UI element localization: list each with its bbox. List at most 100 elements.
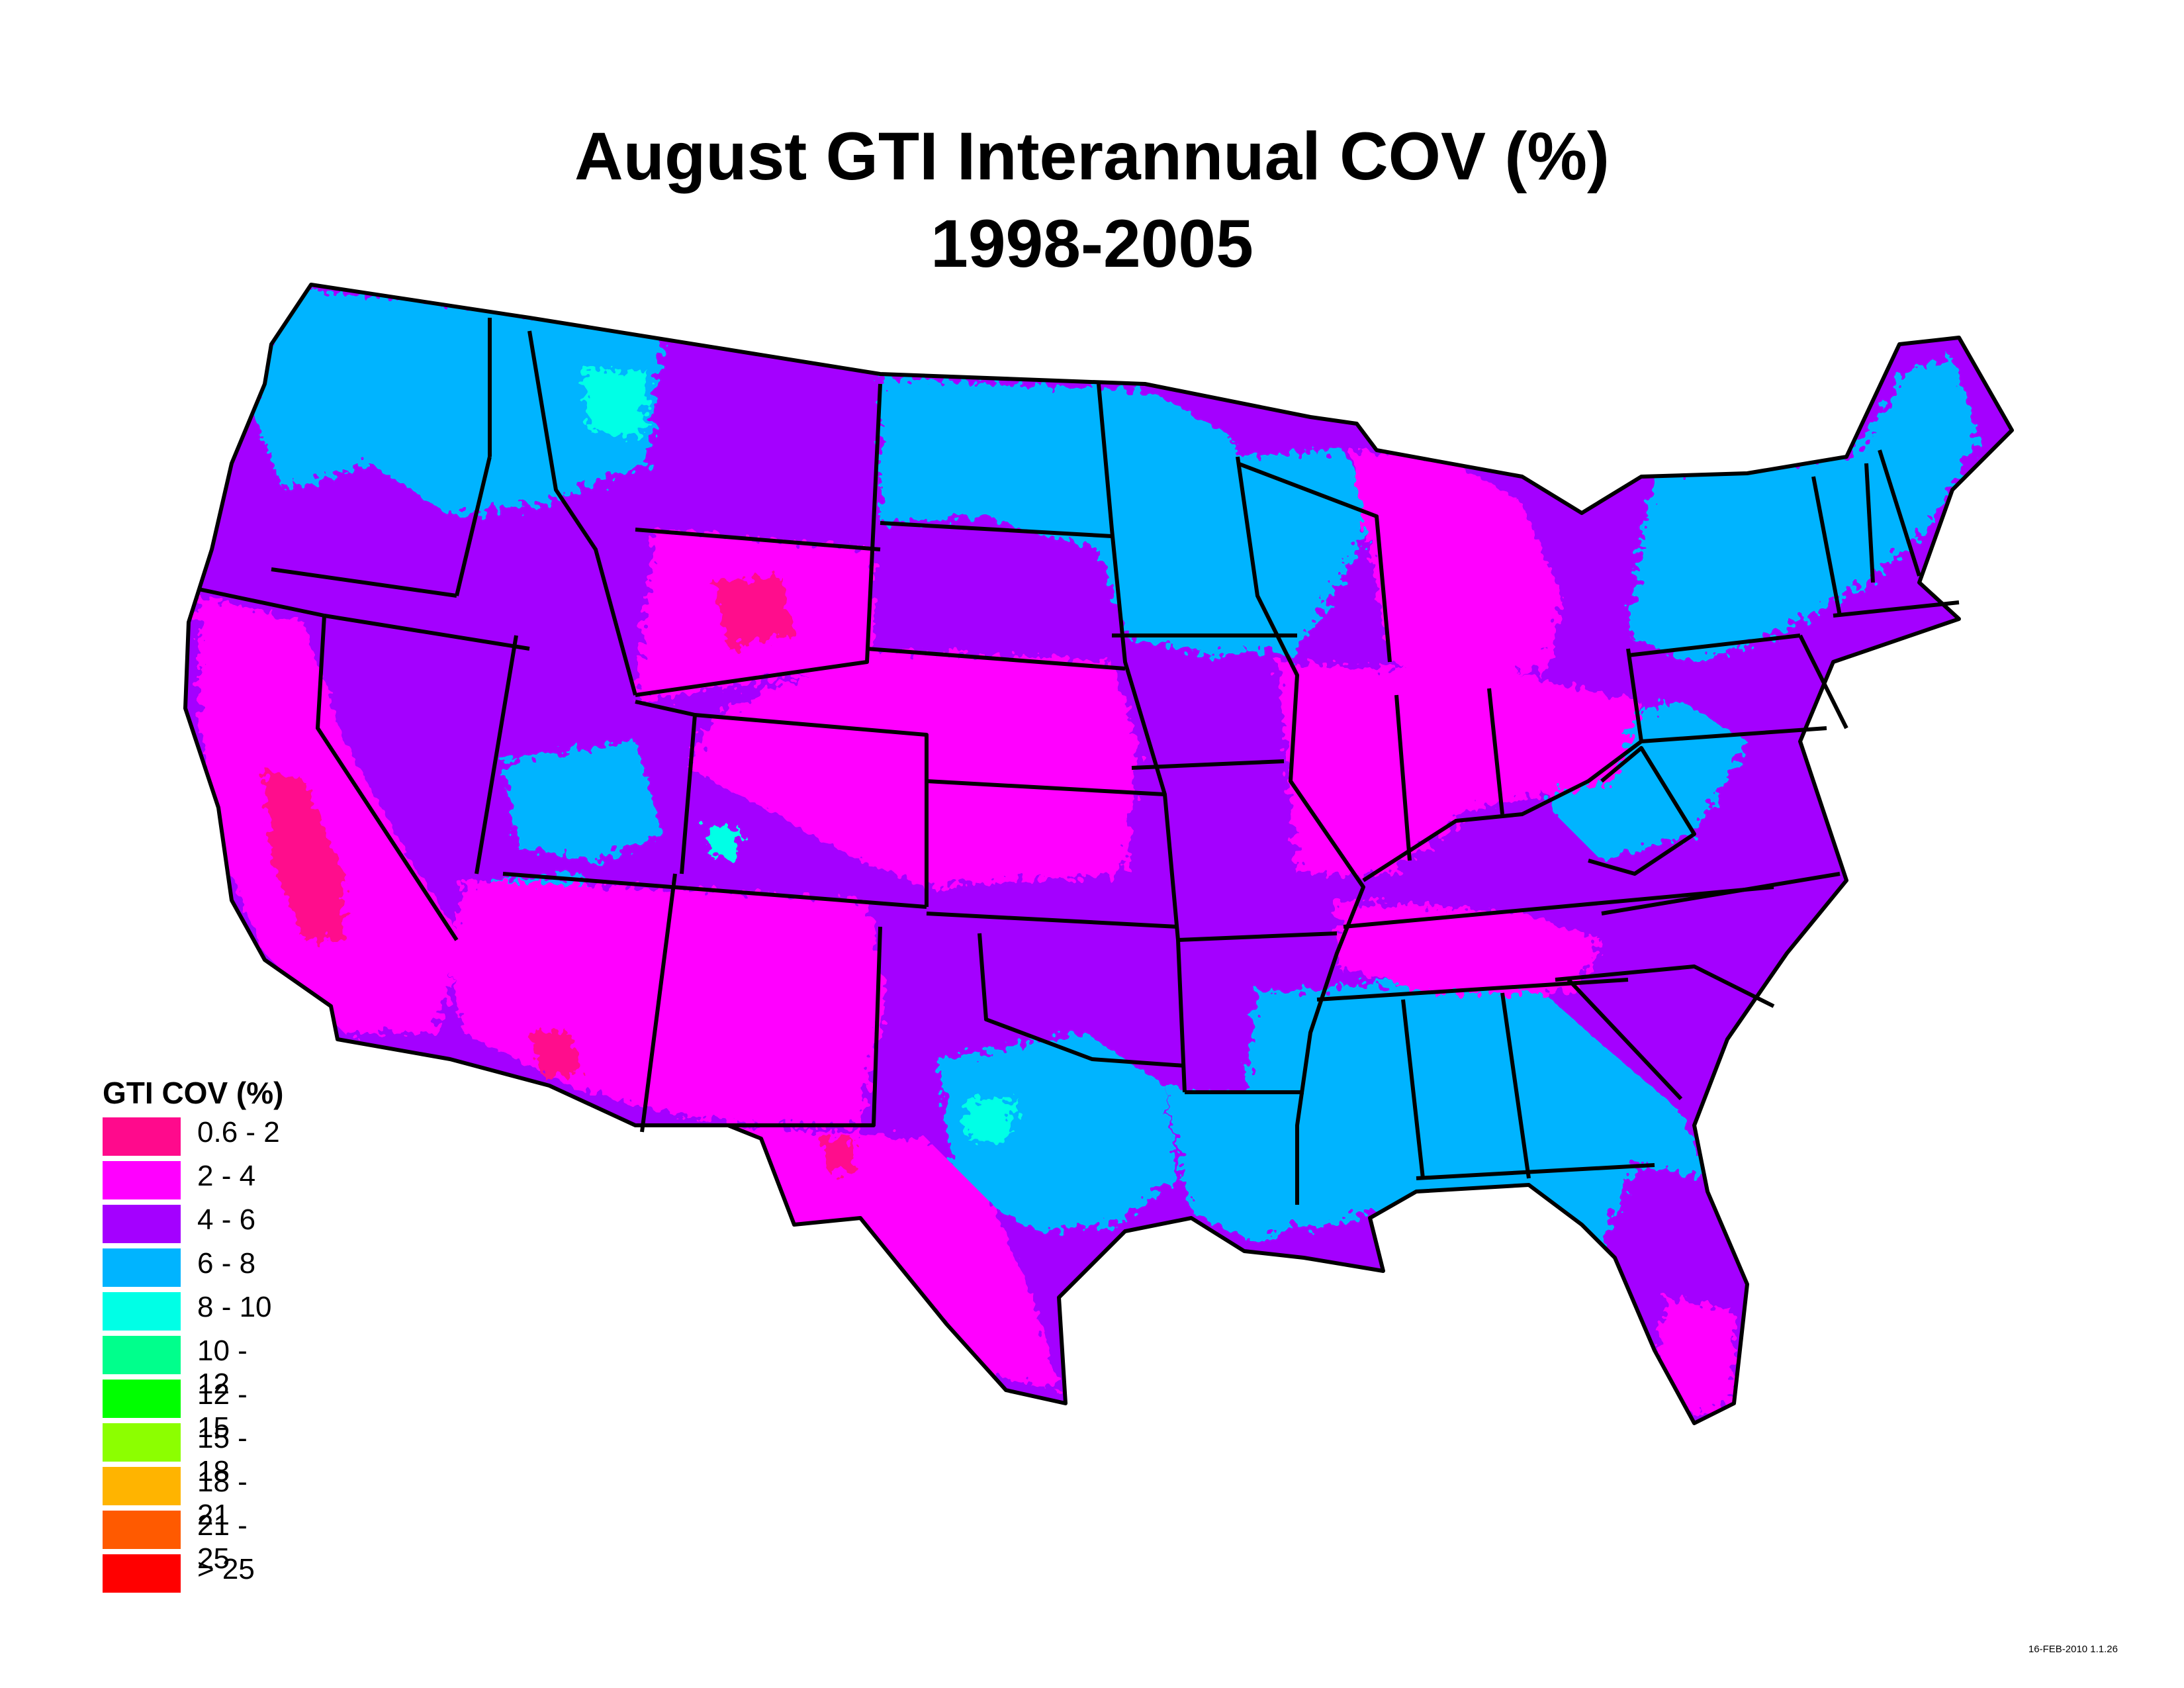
zone-8-10-texas [966, 1099, 1019, 1145]
border-in-oh [1487, 688, 1504, 815]
border-nv-ut [475, 635, 518, 874]
border-ne-ks [926, 779, 1165, 796]
legend-item: 8 - 10 [103, 1289, 283, 1333]
zone-0-6-2-arizona [529, 1033, 582, 1079]
border-ga-sc [1567, 978, 1683, 1101]
map-title: August GTI Interannual COV (%) [574, 118, 1610, 194]
border-mississippi [1236, 456, 1365, 1205]
zone-2-4-illinois-ohio [1277, 662, 1641, 874]
zone-2-4-great-lakes [1350, 450, 1562, 688]
legend-item: 18 - 21 [103, 1464, 283, 1531]
legend-label: 2 - 4 [197, 1160, 256, 1192]
border-va-nc [1601, 872, 1841, 915]
legend-swatch [103, 1380, 181, 1418]
legend-swatch [103, 1467, 181, 1505]
border-ut-az [502, 872, 927, 909]
border-ky-tn [1343, 885, 1774, 929]
border-id-nv [324, 614, 530, 651]
zone-6-8-southeast [1231, 973, 1707, 1244]
border-ca-nv [316, 615, 459, 941]
border-pa-ny [1627, 633, 1801, 657]
legend-item: 4 - 6 [103, 1202, 283, 1246]
zone-6-8-texas [940, 1033, 1178, 1231]
border-sd-ne [866, 647, 1126, 671]
legend-item: 2 - 4 [103, 1158, 283, 1202]
border-nh-me [1878, 449, 1921, 577]
border-ny-vt [1811, 476, 1842, 616]
legend-swatch [103, 1554, 181, 1593]
legend-swatch [103, 1336, 181, 1374]
border-az-nm [640, 873, 677, 1133]
legend-swatch [103, 1248, 181, 1287]
cov-raster [185, 285, 2012, 1423]
legend-items: 0.6 - 2 2 - 4 4 - 6 6 - 8 8 - 10 10 - 12 12 - … [103, 1115, 283, 1595]
border-id-mt [527, 330, 637, 696]
legend-title: GTI COV (%) [103, 1076, 284, 1110]
legend-item: 15 - 18 [103, 1421, 283, 1487]
border-vt-nh [1864, 463, 1875, 583]
zone-0-6-2-texas [821, 1139, 854, 1172]
legend-label: 18 - 21 [197, 1466, 248, 1531]
border-nj [1798, 634, 1848, 729]
zone-6-8-gulf [1165, 1086, 1324, 1244]
legend-item: 21 - 25 [103, 1508, 283, 1575]
zone-2-4-mid-south [1337, 900, 1602, 993]
border-ohio-river [1362, 739, 1643, 882]
legend-swatch [103, 1292, 181, 1331]
legend-label: 6 - 8 [197, 1247, 256, 1280]
zone-8-10-montana [582, 371, 649, 437]
legend-label: 4 - 6 [197, 1203, 256, 1236]
legend-swatch [103, 1511, 181, 1549]
state-boundaries [185, 285, 2012, 1423]
zone-8-10-colorado [708, 827, 741, 861]
legend-item: > 25 [103, 1552, 283, 1595]
border-nc-sc [1555, 964, 1775, 1008]
border-co [694, 713, 929, 907]
border-wy-east [635, 383, 882, 697]
zone-0-6-2-central-valley [265, 768, 344, 940]
zone-6-8-north-plains [880, 377, 1297, 655]
legend-label: 21 - 25 [197, 1509, 248, 1575]
border-mo-ar [1177, 931, 1338, 942]
border-al-ga [1500, 992, 1531, 1179]
legend-swatch [103, 1117, 181, 1156]
legend: GTI COV (%) 0.6 - 2 2 - 4 4 - 6 6 - 8 8 - 10… [103, 1075, 283, 1595]
border-mt-wy [635, 528, 881, 551]
border-wv [1588, 746, 1696, 876]
border-or-ca [198, 587, 325, 618]
timestamp: 16-FEB-2010 1.1.26 [2028, 1644, 2118, 1655]
border-tn-south [1316, 978, 1629, 1002]
zone-6-8-great-basin [503, 741, 662, 861]
border-nd-sd [880, 521, 1113, 538]
legend-label: 8 - 10 [197, 1291, 272, 1323]
border-wa-or [271, 567, 457, 598]
border-or-id [455, 456, 492, 596]
border-ks-ok [926, 912, 1179, 929]
legend-item: 12 - 15 [103, 1377, 283, 1444]
border-nm-tx [728, 926, 882, 1127]
border-ms-al [1401, 999, 1425, 1179]
border-ma-ct [1833, 600, 1960, 618]
legend-label: 0.6 - 2 [197, 1116, 280, 1149]
border-il-in [1394, 694, 1412, 861]
border-ga-fl [1416, 1163, 1655, 1180]
zone-2-4-plains [688, 649, 1138, 887]
legend-label: 10 - 12 [197, 1335, 248, 1400]
legend-label: 15 - 18 [197, 1422, 248, 1487]
legend-label: 12 - 15 [197, 1378, 248, 1444]
zone-0-6-2-wyoming [715, 576, 794, 649]
zone-2-4-florida-tip [1655, 1297, 1734, 1417]
legend-swatch [103, 1423, 181, 1462]
legend-swatch [103, 1161, 181, 1199]
legend-label: > 25 [197, 1553, 255, 1585]
border-oh-pa [1626, 648, 1643, 742]
map-subtitle: 1998-2005 [931, 206, 1253, 281]
border-pa-south [1641, 726, 1827, 743]
legend-item: 0.6 - 2 [103, 1115, 283, 1158]
zone-2-4-california [199, 596, 463, 1033]
border-ia-mo [1131, 759, 1285, 770]
border-wi-mi [1236, 461, 1392, 663]
border-ok-tx [978, 933, 1185, 1068]
zone-6-8-northeast [1628, 357, 1979, 662]
